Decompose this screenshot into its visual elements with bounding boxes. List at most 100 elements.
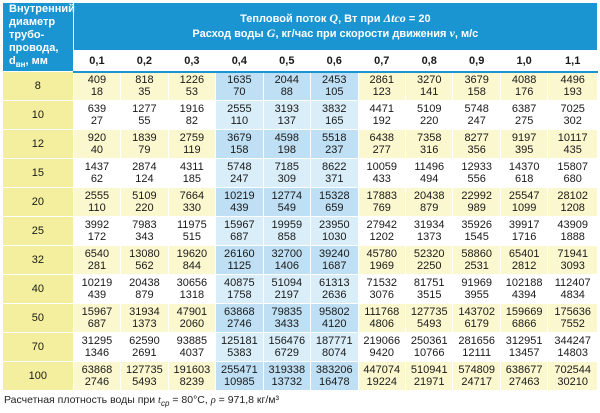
water-flow-value: 1406 bbox=[274, 260, 300, 273]
water-flow-value: 439 bbox=[230, 202, 249, 215]
title-heat-unit: , Вт при bbox=[338, 13, 384, 26]
value-cell: 102188 4394 bbox=[499, 274, 549, 305]
heat-flow-value: 9197 bbox=[511, 132, 537, 145]
water-flow-value: 124 bbox=[135, 173, 154, 186]
heat-flow-value: 7983 bbox=[132, 219, 157, 232]
value-cell: 6438 277 bbox=[357, 129, 406, 160]
heat-flow-value: 4311 bbox=[180, 161, 204, 174]
heat-flow-value: 10059 bbox=[366, 161, 398, 174]
value-cell: 1277 55 bbox=[120, 100, 169, 131]
table-row: 20 2555 110 5109 220 7664 330 10219 439 12774 549 1… bbox=[2, 187, 598, 218]
heat-flow-value: 31934 bbox=[413, 219, 445, 232]
value-cell: 28102 1208 bbox=[547, 187, 598, 218]
speed-header-cell: 1,1 bbox=[547, 49, 598, 73]
heat-flow-value: 3270 bbox=[416, 74, 442, 87]
water-flow-value: 5493 bbox=[132, 376, 157, 389]
table-row: 15 1437 62 2874 124 4311 185 5748 247 7185 309 8622… bbox=[2, 158, 598, 189]
title-flow-v: v bbox=[449, 26, 455, 41]
water-flow-value: 172 bbox=[87, 231, 107, 244]
table-row: 100 63868 2746 127735 5493 191603 8239 255471 10… bbox=[2, 361, 598, 392]
speed-header-cell: 0,2 bbox=[120, 49, 169, 73]
water-flow-value: 433 bbox=[372, 173, 391, 186]
heat-flow-value: 156476 bbox=[268, 335, 306, 348]
diameter-cell: 50 bbox=[2, 303, 74, 334]
water-flow-value: 13457 bbox=[508, 347, 540, 360]
heat-flow-value: 127735 bbox=[126, 364, 163, 377]
value-cell: 5748 247 bbox=[215, 158, 264, 189]
value-cell: 11975 515 bbox=[167, 216, 217, 247]
water-flow-value: 165 bbox=[325, 115, 344, 128]
value-cell: 7025 302 bbox=[547, 100, 598, 131]
heat-flow-value: 12774 bbox=[271, 190, 303, 203]
value-cell: 26160 1125 bbox=[215, 245, 264, 276]
value-cell: 9197 395 bbox=[499, 129, 549, 160]
heat-flow-value: 17883 bbox=[366, 190, 398, 203]
water-flow-value: 137 bbox=[277, 115, 296, 128]
water-flow-value: 6729 bbox=[274, 347, 300, 360]
water-flow-value: 6866 bbox=[511, 318, 537, 331]
water-flow-value: 24717 bbox=[461, 376, 492, 389]
heat-flow-value: 219066 bbox=[363, 335, 401, 348]
value-cell: 510941 21971 bbox=[404, 361, 454, 392]
density-note: Расчетная плотность воды при tср = 80°С,… bbox=[4, 394, 279, 408]
note-rho: ρ bbox=[210, 395, 216, 406]
table-row: 50 15967 687 31934 1373 47901 2060 63868 2746 798… bbox=[2, 303, 598, 334]
heat-flow-table-container: Внутренний диаметр трубо-провода, dвн, м… bbox=[2, 1, 599, 392]
water-flow-value: 3076 bbox=[369, 289, 394, 302]
heat-flow-value: 383206 bbox=[315, 364, 353, 377]
value-cell: 187771 8074 bbox=[310, 332, 359, 363]
value-cell: 15807 680 bbox=[547, 158, 598, 189]
water-flow-value: 2060 bbox=[179, 318, 205, 331]
speed-header-cell: 0,7 bbox=[357, 49, 406, 73]
heat-flow-value: 32700 bbox=[271, 248, 303, 261]
water-flow-value: 330 bbox=[182, 202, 202, 215]
water-flow-value: 7552 bbox=[560, 318, 585, 331]
water-flow-value: 3955 bbox=[464, 289, 489, 302]
value-cell: 65401 2812 bbox=[499, 245, 549, 276]
heat-flow-value: 125181 bbox=[220, 335, 258, 348]
heat-flow-value: 39917 bbox=[508, 219, 540, 232]
heat-flow-value: 81751 bbox=[413, 277, 445, 290]
value-cell: 639 27 bbox=[72, 100, 122, 131]
value-cell: 63868 2746 bbox=[215, 303, 264, 334]
water-flow-value: 193 bbox=[563, 86, 582, 99]
title-flow-g: G bbox=[266, 26, 276, 41]
heat-flow-value: 7664 bbox=[179, 190, 205, 203]
heat-flow-value: 4088 bbox=[511, 74, 537, 87]
heat-flow-value: 574809 bbox=[458, 364, 496, 377]
table-row: 8 409 18 818 35 1226 53 1635 70 2044 88 2453 105 2861… bbox=[2, 71, 598, 102]
water-flow-value: 1202 bbox=[369, 231, 394, 244]
heat-flow-value: 25547 bbox=[508, 190, 540, 203]
heat-flow-value: 187771 bbox=[315, 335, 353, 348]
diameter-cell: 20 bbox=[2, 187, 74, 218]
heat-flow-value: 2453 bbox=[322, 74, 347, 87]
heat-flow-value: 111768 bbox=[364, 306, 400, 319]
heat-flow-value: 510941 bbox=[410, 364, 448, 377]
heat-flow-value: 35926 bbox=[461, 219, 492, 232]
diameter-cell: 12 bbox=[2, 129, 74, 160]
value-cell: 15328 659 bbox=[310, 187, 359, 218]
value-cell: 127735 5493 bbox=[404, 303, 454, 334]
heat-flow-value: 2759 bbox=[179, 132, 205, 145]
heat-flow-value: 19959 bbox=[271, 219, 303, 232]
water-flow-value: 687 bbox=[87, 318, 107, 331]
speed-header-row: 0,1 0,2 0,3 0,4 0,5 0,6 0,7 0,8 0,9 1,0 1,1 bbox=[3, 49, 598, 73]
heat-flow-value: 2044 bbox=[274, 74, 300, 87]
heat-flow-value: 5518 bbox=[322, 132, 347, 145]
water-flow-value: 1758 bbox=[227, 289, 252, 302]
heat-flow-value: 7358 bbox=[416, 132, 442, 145]
value-cell: 61313 2636 bbox=[310, 274, 359, 305]
value-cell: 3679 158 bbox=[452, 71, 501, 102]
water-flow-value: 2636 bbox=[322, 289, 347, 302]
water-flow-value: 356 bbox=[467, 144, 486, 157]
value-cell: 702544 30210 bbox=[547, 361, 598, 392]
table-row: 25 3992 172 7983 343 11975 515 15967 687 19959 858… bbox=[2, 216, 598, 247]
value-cell: 35926 1545 bbox=[452, 216, 501, 247]
heat-flow-value: 102188 bbox=[505, 277, 543, 290]
heat-flow-value: 127735 bbox=[410, 306, 448, 319]
heat-flow-value: 31295 bbox=[81, 335, 113, 348]
value-cell: 112407 4834 bbox=[547, 274, 598, 305]
heat-flow-value: 702544 bbox=[554, 364, 592, 377]
value-cell: 3832 165 bbox=[310, 100, 359, 131]
heat-flow-value: 15967 bbox=[224, 219, 255, 232]
